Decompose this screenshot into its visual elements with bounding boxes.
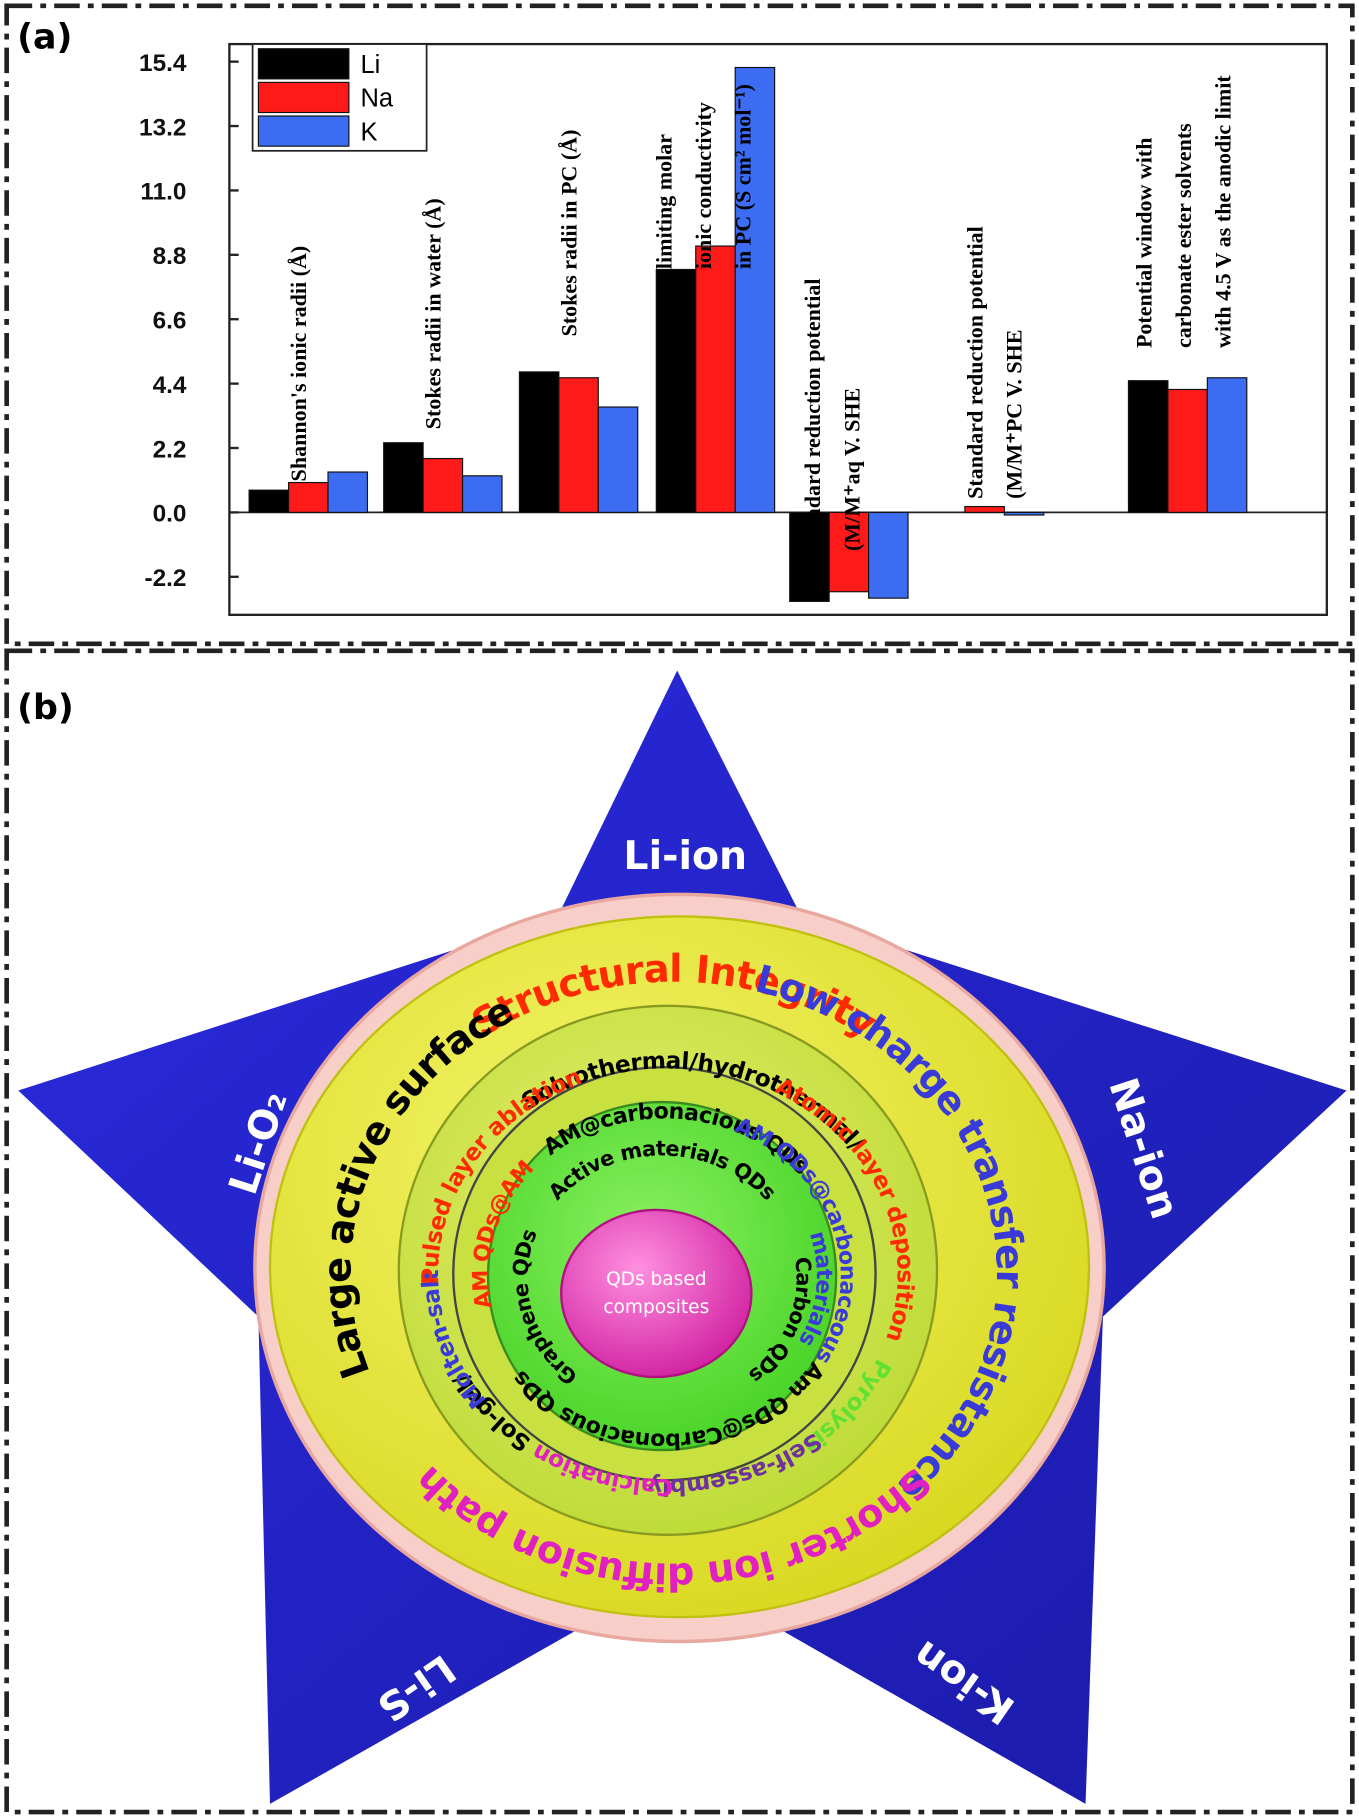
legend-label: Li	[360, 51, 380, 79]
bar	[964, 505, 1005, 513]
category-label: (M/M⁺PC V. SHE	[1002, 330, 1027, 499]
bar	[383, 442, 424, 513]
bar	[655, 268, 697, 513]
panel-label: (a)	[17, 18, 72, 58]
category-label: with 4.5 V as the anodic limit	[1211, 75, 1236, 348]
center-ellipse	[560, 1208, 753, 1379]
category-label: Potential window with	[1132, 137, 1157, 348]
y-tick-label: 13.2	[139, 114, 186, 141]
category-label: Standard reduction potential	[800, 278, 825, 551]
bar	[789, 511, 830, 602]
bar	[734, 66, 776, 513]
bar	[1003, 511, 1045, 516]
bar	[828, 511, 870, 593]
category-label: Stokes radii in water (Å)	[421, 198, 446, 429]
category-label: Stokes radii in PC (Å)	[556, 130, 581, 337]
bar	[597, 406, 639, 513]
y-tick-label: 4.4	[153, 372, 187, 399]
panel-label: (b)	[17, 688, 74, 728]
panel-a-frame	[4, 3, 1355, 647]
category-label: ionic conductivity	[691, 102, 716, 269]
bar	[1206, 377, 1248, 513]
category-label: Shannon's ionic radii (Å)	[286, 246, 311, 482]
category-label: carbonate ester solvents	[1171, 123, 1196, 348]
category-label: (M/M⁺aq V. SHE	[839, 388, 864, 551]
legend-swatch	[257, 81, 350, 114]
bar	[695, 245, 736, 513]
bar	[422, 457, 464, 513]
bar	[868, 511, 909, 599]
y-tick-label: 0.0	[153, 501, 187, 528]
legend-swatch	[257, 115, 350, 147]
bar-chart: -2.2 0.0 2.2 4.4 6.6 8.8 11.0 13.2 15.4 Shannon's…	[139, 42, 1328, 617]
bar	[558, 377, 599, 513]
category-label: limiting molar	[651, 134, 676, 269]
legend-label: K	[360, 118, 377, 146]
star-label: Li-ion	[623, 833, 747, 879]
bar	[287, 481, 329, 513]
y-tick-label: 6.6	[153, 307, 187, 334]
y-tick-label: -2.2	[144, 565, 186, 592]
y-tick-label: 8.8	[153, 243, 187, 270]
y-tick-label: 2.2	[153, 436, 187, 463]
bar	[518, 371, 560, 513]
category-label: in PC (S cm² mol⁻¹)	[730, 84, 755, 269]
panel-b-frame	[4, 648, 1355, 1815]
category-label: Standard reduction potential	[962, 226, 987, 499]
center-label: QDs based	[606, 1269, 706, 1290]
legend-label: Na	[360, 85, 393, 113]
bar	[461, 475, 503, 513]
bar	[248, 489, 290, 513]
y-tick-label: 15.4	[139, 50, 187, 77]
center-label: composites	[603, 1297, 709, 1318]
legend-swatch	[257, 48, 350, 80]
y-tick-label: 11.0	[140, 179, 186, 206]
bar	[327, 471, 369, 513]
bar	[1127, 380, 1169, 513]
bar	[1167, 388, 1208, 513]
